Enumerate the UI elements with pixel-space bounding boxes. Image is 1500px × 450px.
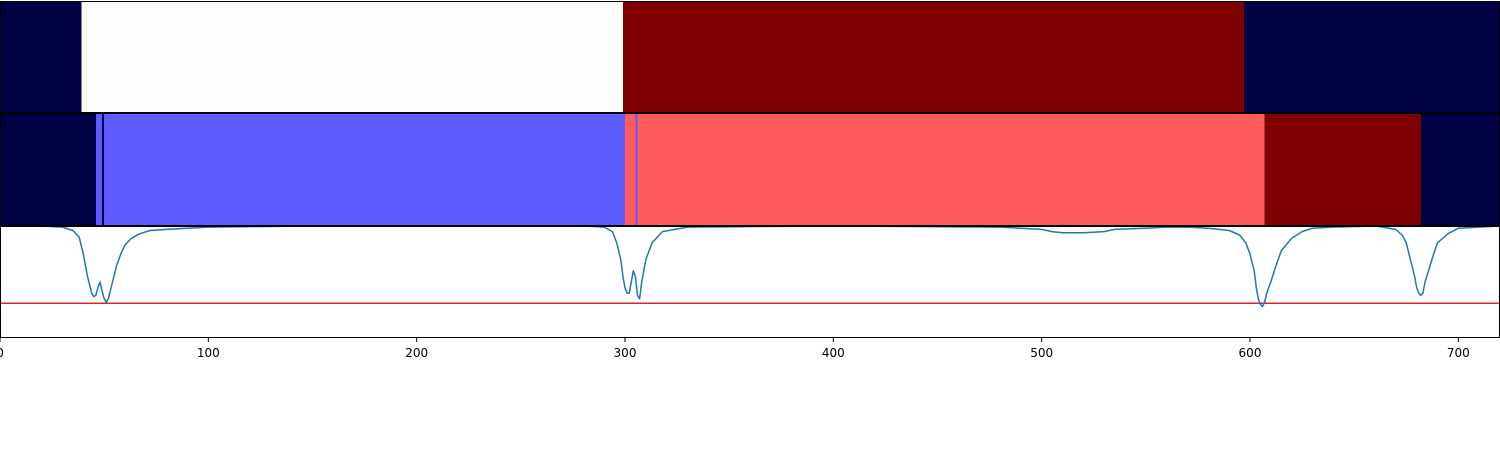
segment-band-4 (625, 113, 636, 226)
confidence-curve-panel (0, 225, 1500, 308)
x-tick-label: 100 (197, 346, 220, 360)
x-tick-label: 300 (614, 346, 637, 360)
x-tick-label: 600 (1239, 346, 1262, 360)
x-axis: 0 100 200 300 400 500 600 700 (0, 338, 1470, 360)
segment-band-0 (0, 1, 82, 113)
segment-band-1 (81, 1, 623, 113)
segment-band-5 (635, 113, 638, 226)
panel-frame-2 (0, 226, 1500, 338)
predicted-segment-panel (0, 113, 1500, 226)
segment-band-2 (102, 113, 105, 226)
segment-band-3 (104, 113, 625, 226)
confidence-series-line-0 (0, 225, 1500, 308)
segment-band-0 (0, 113, 96, 226)
x-tick-label: 400 (822, 346, 845, 360)
segment-band-3 (1243, 1, 1500, 113)
segment-band-2 (622, 1, 1244, 113)
segment-band-6 (637, 113, 1265, 226)
x-tick-label: 700 (1447, 346, 1470, 360)
x-tick-label: 500 (1030, 346, 1053, 360)
segment-band-1 (95, 113, 103, 226)
x-tick-label: 200 (405, 346, 428, 360)
segment-band-8 (1420, 113, 1500, 226)
segment-band-7 (1264, 113, 1421, 226)
x-tick-label: 0 (0, 346, 4, 360)
ground-truth-segment-panel (0, 1, 1500, 113)
